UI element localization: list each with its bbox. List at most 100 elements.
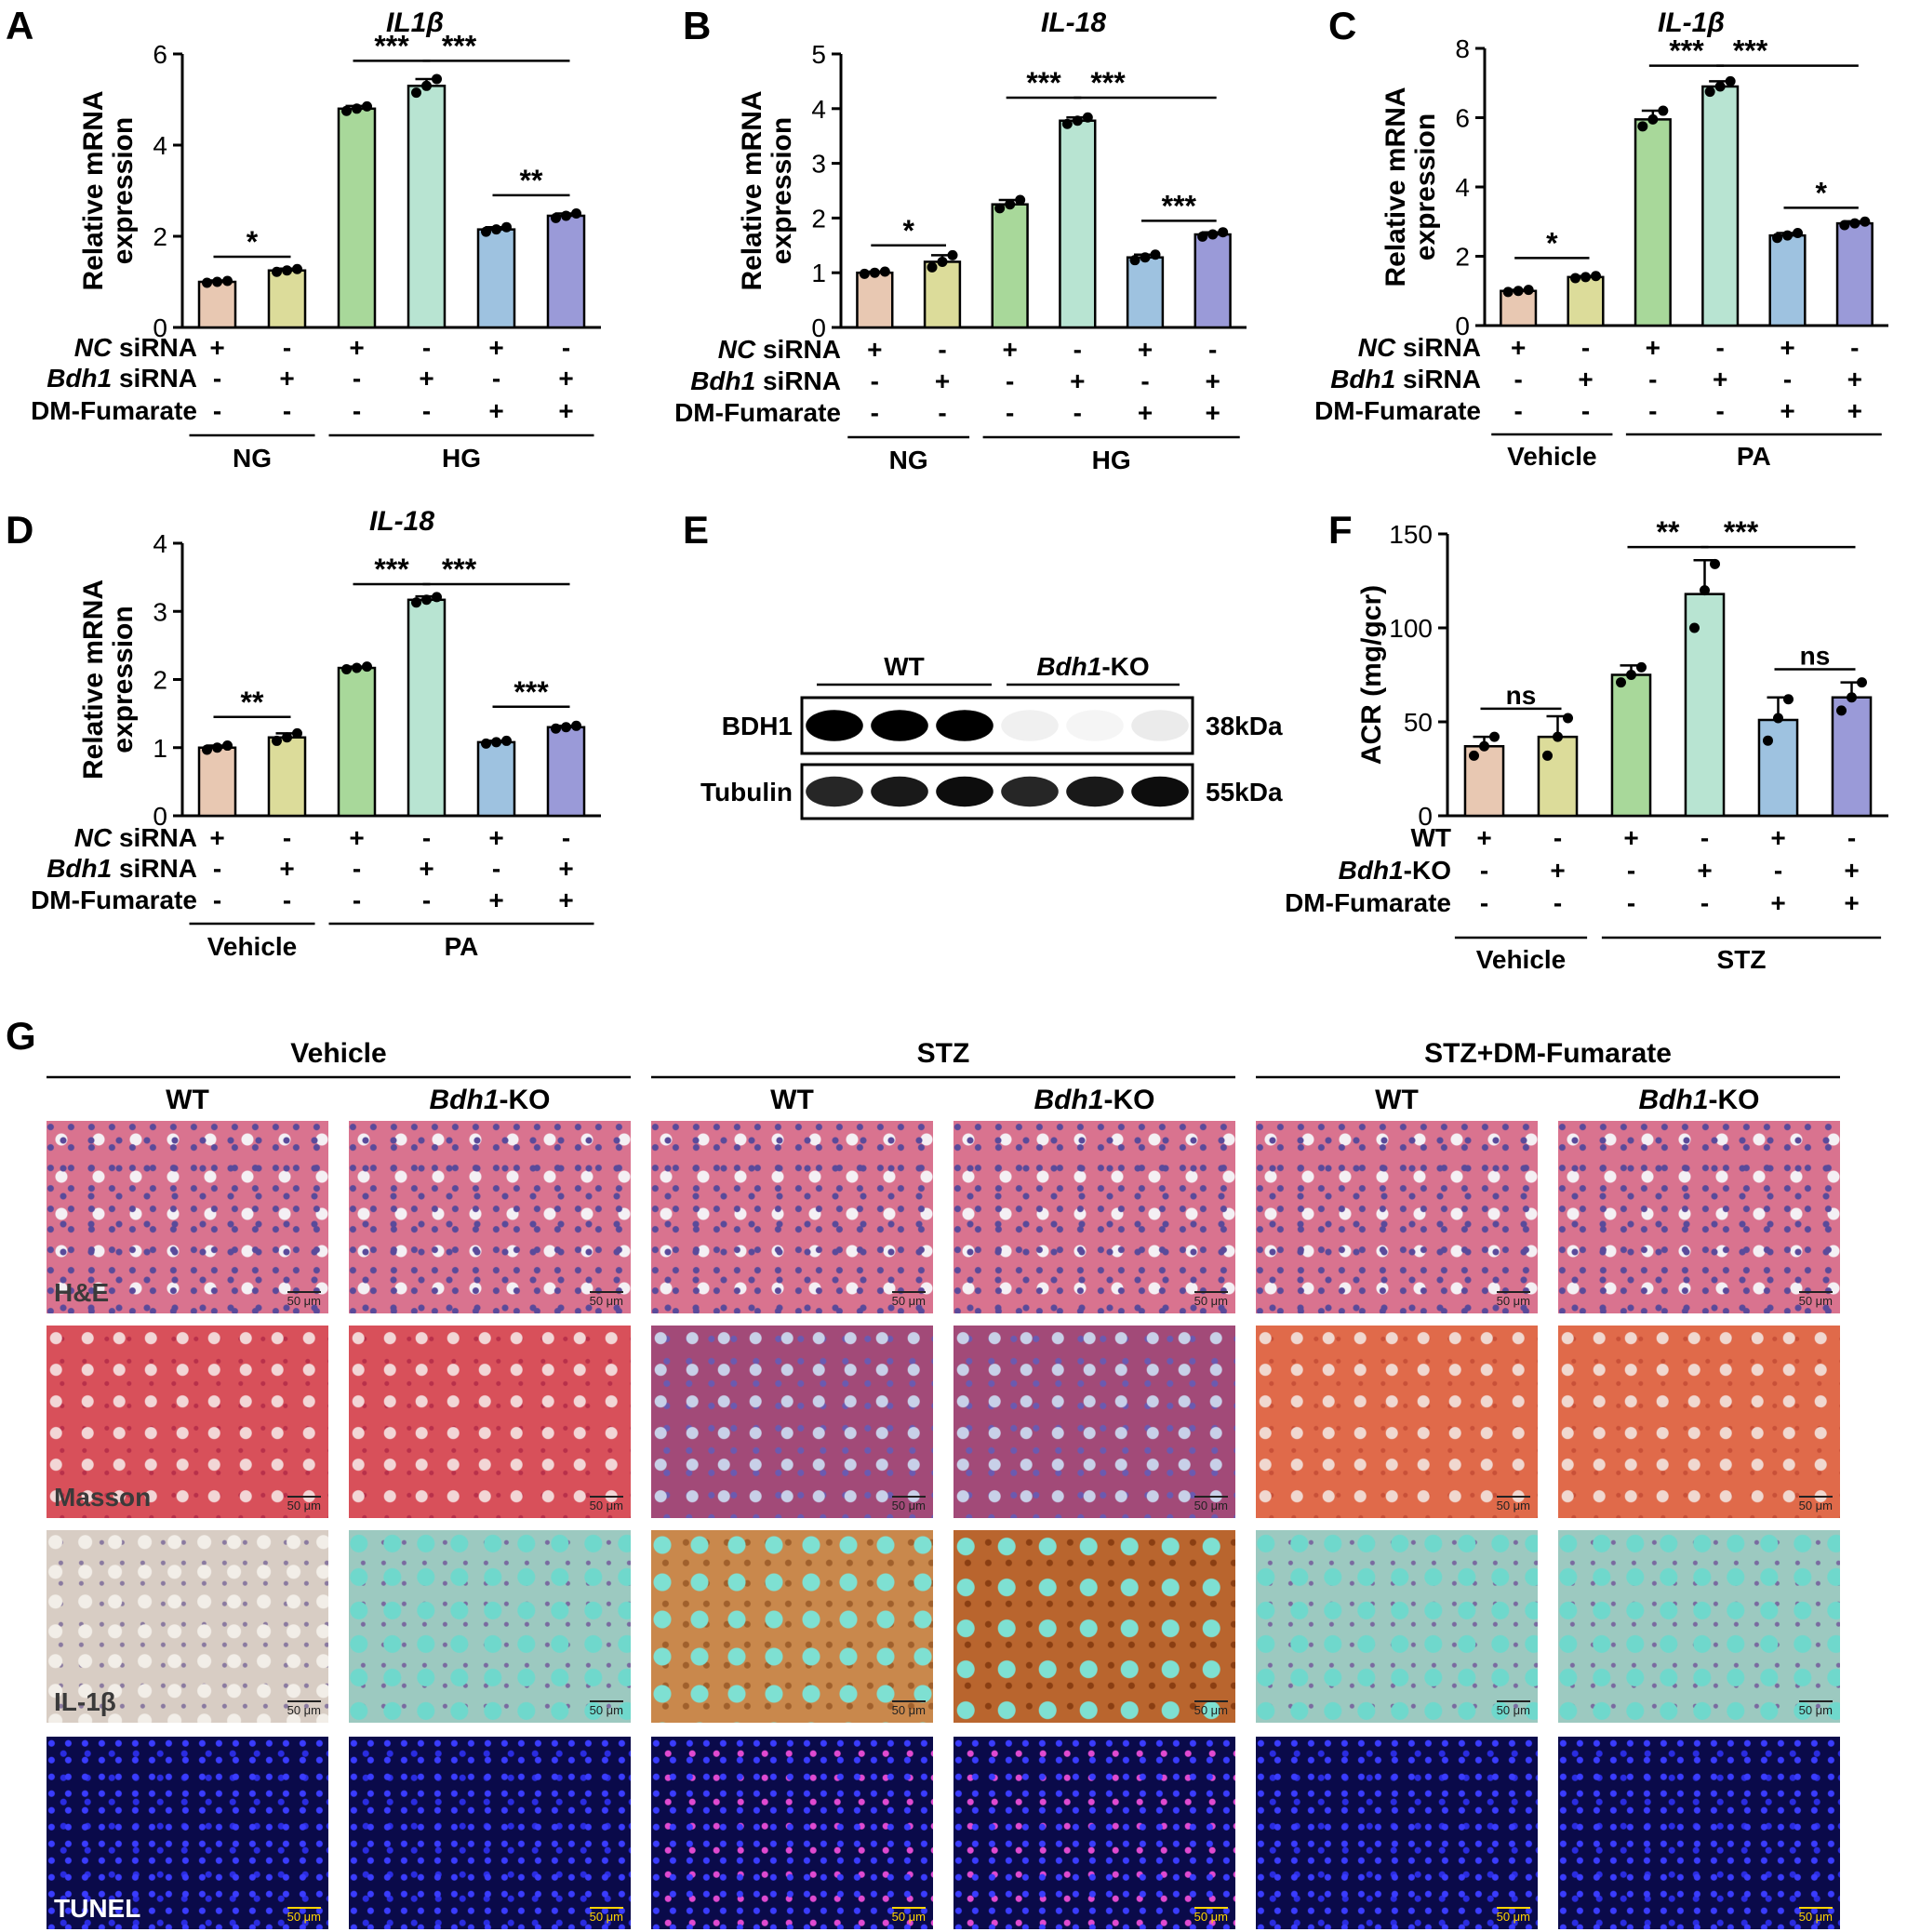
y-tick-label: 4 [153,131,167,160]
micrograph-1-5: 50 μm [1558,1326,1840,1518]
data-point [561,722,571,733]
group-label: NG [233,444,272,473]
significance-label: *** [442,553,477,586]
data-point [421,594,432,606]
data-point [1129,255,1140,266]
bar [476,228,516,329]
treatment-sign: - [1850,333,1859,362]
y-tick-label: 3 [811,150,826,179]
data-point [222,275,233,286]
data-point [1563,713,1573,724]
bar [1194,233,1232,329]
data-point [411,597,421,608]
treatment-sign: - [353,396,361,425]
treatment-sign: + [279,364,294,393]
chart-title: IL1β [386,7,444,38]
row-label: Bdh1-KO [1339,856,1451,885]
histology-group-label: STZ+DM-Fumarate [1424,1038,1672,1069]
bar [546,726,586,818]
blot-size-label: 55kDa [1206,778,1283,806]
row-label-italic: Bdh1 [47,364,112,393]
treatment-sign: + [1138,335,1153,364]
scale-bar: 50 μm [287,1700,321,1717]
treatment-sign: - [1006,366,1014,395]
treatment-sign: + [1070,366,1085,395]
treatment-sign: - [1581,396,1590,425]
y-axis-label-line2: expression [108,117,139,264]
micrograph-3-2: 50 μm [651,1737,933,1929]
y-tick-label: 4 [1455,173,1470,202]
bar [267,736,307,818]
micrograph-3-1: 50 μm [349,1737,631,1929]
chart-title: IL-18 [369,506,434,537]
micrograph-0-0: H&E 50 μm [47,1121,328,1313]
data-point [1207,229,1219,240]
row-label: DM-Fumarate [31,396,197,425]
treatment-sign: - [283,333,291,362]
y-tick-label: 150 [1389,520,1433,549]
significance-label: ns [1800,641,1831,670]
bar [1757,718,1799,818]
data-point [571,208,581,219]
y-tick-label: 0 [1418,802,1433,831]
row-label: NC siRNA [1358,333,1481,362]
y-tick-label: 2 [153,666,167,695]
data-point [212,276,222,287]
data-point [1782,230,1793,241]
data-point [937,256,948,267]
significance-label: ** [520,164,543,197]
treatment-sign: - [1783,365,1792,393]
bar [1126,256,1165,329]
micrograph-3-5: 50 μm [1558,1737,1840,1929]
data-point [282,265,292,276]
data-point [1773,713,1783,724]
treatment-sign: - [213,854,221,883]
scale-bar: 50 μm [1194,1700,1228,1717]
treatment-sign: - [1208,335,1217,364]
data-point [341,105,352,116]
y-axis-label: ACR (mg/gcr) [1356,585,1387,765]
data-point [1542,750,1553,761]
treatment-sign: + [558,886,573,914]
treatment-sign: + [1780,333,1794,362]
group-label: Vehicle [1476,945,1567,974]
treatment-sign: - [1716,333,1725,362]
y-tick-label: 6 [153,40,167,69]
data-point [212,742,222,753]
scale-bar: 50 μm [891,1700,926,1717]
group-label: HG [442,444,481,473]
y-tick-label: 50 [1404,708,1433,737]
data-point [1616,677,1626,688]
treatment-sign: - [1140,366,1149,395]
treatment-sign: - [1627,888,1635,917]
data-point [341,664,352,675]
scale-bar: 50 μm [287,1907,321,1924]
treatment-sign: + [209,333,224,362]
blot-band [806,776,863,807]
data-point [481,226,491,237]
data-point [421,80,432,91]
y-axis-label-line2: expression [108,606,139,753]
data-point [1710,558,1720,569]
treatment-sign: - [213,364,221,393]
y-tick-label: 5 [811,40,826,69]
significance-label: *** [442,29,477,62]
data-point [1658,105,1669,116]
scale-bar: 50 μm [891,1907,926,1924]
blot-row-label: BDH1 [722,712,793,740]
row-label-italic: Bdh1 [1330,365,1395,393]
row-label-rest: siRNA [755,366,841,395]
treatment-sign: + [349,823,364,852]
row-label: DM-Fumarate [31,886,197,914]
treatment-sign: - [871,398,879,427]
micrograph-3-0: TUNEL 50 μm [47,1737,328,1929]
bar [407,598,447,818]
treatment-sign: + [488,886,503,914]
treatment-sign: + [1847,396,1862,425]
treatment-sign: - [938,398,946,427]
micrograph-0-1: 50 μm [349,1121,631,1313]
micrograph-0-5: 50 μm [1558,1121,1840,1313]
treatment-sign: - [422,886,431,914]
bar [197,746,237,818]
scale-bar: 50 μm [1496,1291,1530,1308]
